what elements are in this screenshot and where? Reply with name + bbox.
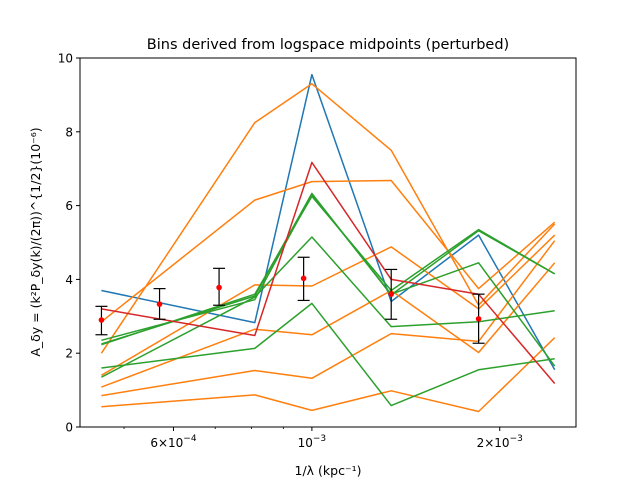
x-tick-label: 6×10−4 [150,434,197,450]
series-line-1 [101,73,556,371]
y-tick-label: 8 [65,125,73,139]
series-line-4 [101,234,556,376]
series-line-13 [101,161,556,384]
x-axis-label: 1/λ (kpc⁻¹) [295,463,362,478]
y-tick-label: 4 [65,273,73,287]
series-line-5 [101,262,556,388]
mean-point-4 [300,275,307,282]
y-tick-label: 10 [58,52,73,66]
chart-title: Bins derived from logspace midpoints (pe… [147,37,509,53]
series-line-11 [101,302,555,407]
y-tick-label: 6 [65,199,73,213]
series-line-7 [101,337,556,413]
series-layer [100,73,556,413]
mean-point-3 [216,284,222,291]
series-line-2 [100,83,556,354]
mean-point-6 [475,316,482,322]
mean-point-5 [388,291,395,297]
y-tick-label: 2 [65,347,73,361]
y-axis: 0 2 4 6 8 10 [58,52,80,435]
errorbar-layer [95,256,485,344]
series-line-6 [101,240,556,397]
mean-point-2 [156,301,163,307]
series-line-3 [100,179,556,323]
y-axis-label: A_δy = (k²P_δy(k)/(2π))^{1/2}(10⁻⁶) [28,127,43,356]
plot-frame [79,57,577,428]
plot-area [79,57,577,428]
x-tick-label: 2×10−3 [477,434,523,450]
mean-point-1 [98,317,105,323]
y-tick-label: 0 [65,421,73,435]
series-line-12 [101,193,556,367]
series-line-10 [101,236,555,378]
x-axis: 6×10−4 10−3 2×10−3 [123,427,523,450]
x-tick-label: 10−3 [298,434,327,450]
